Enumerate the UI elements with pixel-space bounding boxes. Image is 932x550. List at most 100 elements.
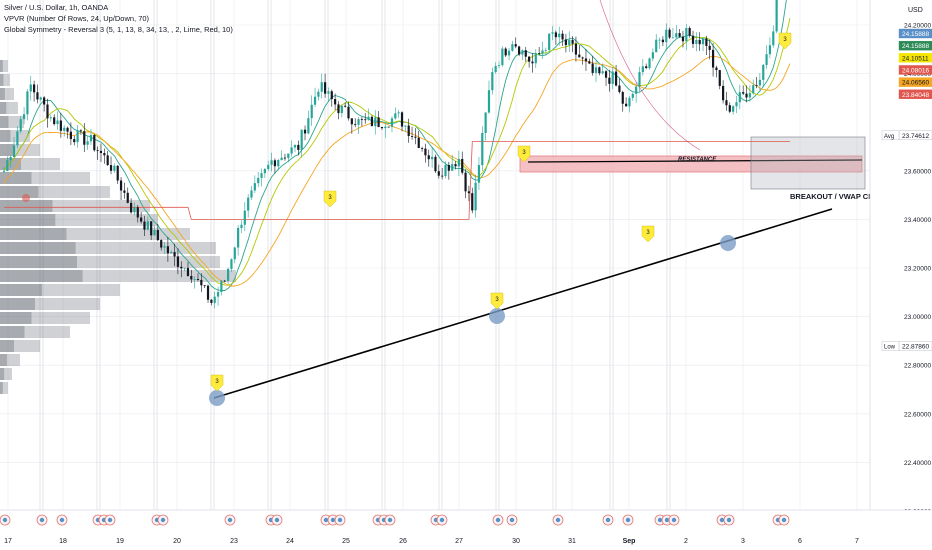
volume-bar	[0, 228, 190, 240]
event-dot-icon	[439, 517, 445, 523]
candle-body	[484, 112, 487, 133]
candle-body	[213, 296, 216, 303]
volume-bar	[0, 116, 24, 128]
price-label-box	[898, 89, 932, 99]
candle-body	[524, 50, 527, 57]
price-label-box	[898, 77, 932, 87]
candle-body	[9, 156, 12, 161]
candle-body	[427, 155, 430, 160]
candle-body	[638, 72, 641, 87]
event-dot-icon	[605, 517, 611, 523]
candle-body	[481, 132, 484, 166]
reversal-marker	[323, 190, 337, 208]
reversal-marker	[210, 374, 224, 392]
candle-body	[621, 92, 624, 104]
symmetry-indicator-label[interactable]: Global Symmetry - Reversal 3 (5, 1, 13, …	[4, 25, 233, 34]
candle-body	[103, 153, 106, 156]
candle-body	[216, 291, 220, 297]
candle-body	[267, 164, 270, 170]
candle-body	[454, 164, 457, 167]
candle-body	[126, 192, 129, 203]
event-dot-icon	[387, 517, 393, 523]
candle-body	[538, 53, 541, 54]
price-label-tag-box	[881, 130, 900, 141]
candle-body	[29, 84, 32, 92]
volume-profile-bars	[0, 60, 236, 394]
price-tick-label: 23.60000	[904, 168, 931, 175]
reversal-marker	[641, 225, 655, 243]
candle-body	[290, 147, 293, 154]
candle-body	[461, 158, 464, 173]
candle-body	[561, 33, 564, 40]
volume-bar	[0, 284, 120, 296]
candle-body	[136, 207, 139, 218]
candle-body	[504, 48, 507, 56]
candle-body	[180, 266, 183, 269]
candle-body	[554, 32, 557, 38]
candle-body	[226, 268, 230, 281]
volume-bar	[0, 102, 7, 114]
candle-body	[250, 190, 253, 198]
economic-event-icons[interactable]	[0, 514, 790, 526]
volume-bar	[0, 102, 18, 114]
symbol-title[interactable]: Silver / U.S. Dollar, 1h, OANDA	[4, 3, 109, 12]
time-tick-label: 31	[568, 538, 576, 545]
candle-body	[49, 117, 52, 119]
candle-body	[83, 131, 86, 145]
candle-body	[330, 91, 333, 100]
candle-body	[752, 85, 755, 94]
candle-body	[451, 164, 454, 171]
candle-body	[544, 49, 547, 51]
time-tick-label: 25	[342, 538, 350, 545]
candle-body	[732, 106, 735, 112]
vpvr-indicator-label[interactable]: VPVR (Number Of Rows, 24, Up/Down, 70)	[4, 14, 150, 23]
event-dot-icon	[107, 517, 113, 523]
event-dot-icon	[781, 517, 787, 523]
price-tick-label: 23.00000	[904, 314, 931, 321]
price-label-tag-box	[881, 341, 900, 351]
volume-bar	[0, 298, 100, 310]
candle-body	[19, 119, 22, 132]
candle-body	[350, 118, 353, 125]
touch-circle-3	[720, 235, 736, 251]
volume-bar	[0, 228, 67, 240]
candle-body	[260, 173, 263, 178]
time-tick-label: 7	[855, 538, 859, 545]
candle-body	[611, 71, 614, 84]
touch-circle-2	[489, 308, 505, 324]
candle-body	[183, 267, 186, 269]
candle-body	[541, 50, 544, 54]
candle-body	[76, 130, 79, 143]
volume-bar	[0, 60, 3, 72]
candle-body	[337, 104, 340, 114]
candle-body	[237, 228, 240, 248]
volume-bar	[0, 354, 7, 366]
candle-body	[487, 90, 491, 113]
candle-body	[641, 66, 644, 73]
candle-body	[614, 71, 618, 86]
time-tick-label: 17	[4, 538, 12, 545]
candle-body	[230, 259, 233, 269]
trend-line	[213, 208, 833, 399]
candle-body	[56, 120, 59, 125]
candle-body	[320, 82, 323, 92]
price-label-tag: Low	[884, 345, 896, 351]
time-tick-label: 30	[512, 538, 520, 545]
event-dot-icon	[719, 517, 725, 523]
candle-body	[691, 35, 695, 44]
candle-body	[33, 84, 36, 93]
candle-body	[96, 150, 99, 152]
event-dot-icon	[726, 517, 732, 523]
candle-body	[755, 85, 758, 86]
candle-body	[574, 43, 578, 55]
price-label-value: 24.10511	[902, 55, 929, 62]
candle-body	[66, 127, 69, 132]
price-labels: 24.87150High24.6852031:1024.1588824.1588…	[881, 28, 932, 351]
candle-body	[253, 183, 256, 191]
time-axis[interactable]: 17 18 19 20 23 24 25 26 27 30 31 Sep 2 3 6 7	[4, 538, 859, 545]
candle-body	[668, 29, 671, 38]
candle-body	[116, 165, 119, 181]
candle-body	[725, 100, 728, 106]
candle-body	[685, 28, 688, 42]
